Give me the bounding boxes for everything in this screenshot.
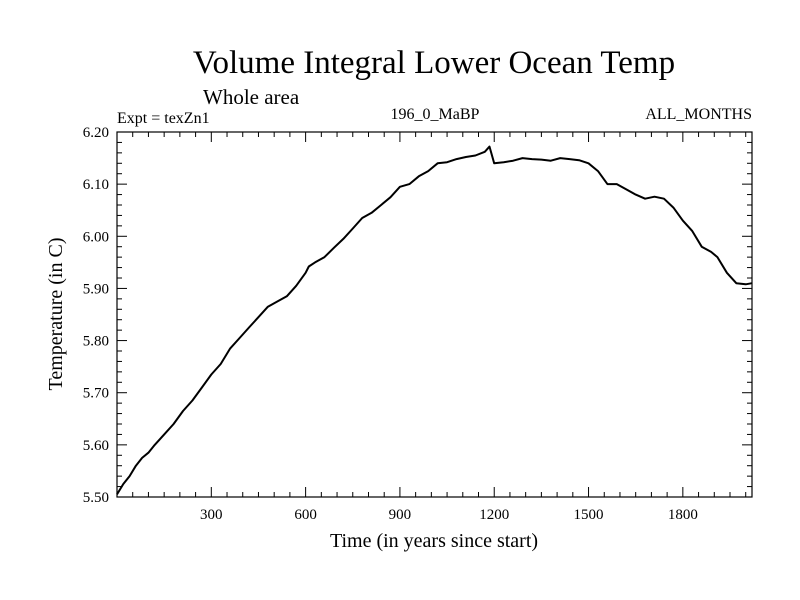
y-tick-label: 5.50 — [83, 490, 109, 506]
x-tick-label: 300 — [200, 507, 223, 523]
x-tick-label: 1800 — [668, 507, 698, 523]
y-tick-label: 5.70 — [83, 386, 109, 402]
period-label: 196_0_MaBP — [391, 106, 480, 123]
y-tick-label: 6.20 — [83, 125, 109, 141]
x-axis-label: Time (in years since start) — [330, 530, 538, 552]
chart-subtitle: Whole area — [203, 85, 300, 109]
temperature-series-line — [116, 145, 753, 495]
axis-ticks — [117, 132, 752, 497]
x-tick-label: 1200 — [479, 507, 509, 523]
y-tick-label: 5.60 — [83, 438, 109, 454]
y-axis-label: Temperature (in C) — [45, 238, 67, 391]
y-tick-label: 5.90 — [83, 281, 109, 297]
y-tick-label: 5.80 — [83, 334, 109, 350]
months-label: ALL_MONTHS — [645, 106, 752, 123]
y-tick-label: 6.10 — [83, 177, 109, 193]
x-tick-labels: 300 600 900 1200 1500 1800 — [200, 507, 698, 523]
x-tick-label: 900 — [389, 507, 412, 523]
y-tick-label: 6.00 — [83, 229, 109, 245]
x-tick-label: 1500 — [574, 507, 604, 523]
plot-frame — [116, 131, 753, 498]
y-tick-labels: 5.50 5.60 5.70 5.80 5.90 6.00 6.10 6.20 — [83, 125, 109, 506]
chart-title: Volume Integral Lower Ocean Temp — [193, 45, 675, 81]
experiment-label: Expt = texZn1 — [117, 110, 210, 127]
x-tick-label: 600 — [294, 507, 317, 523]
